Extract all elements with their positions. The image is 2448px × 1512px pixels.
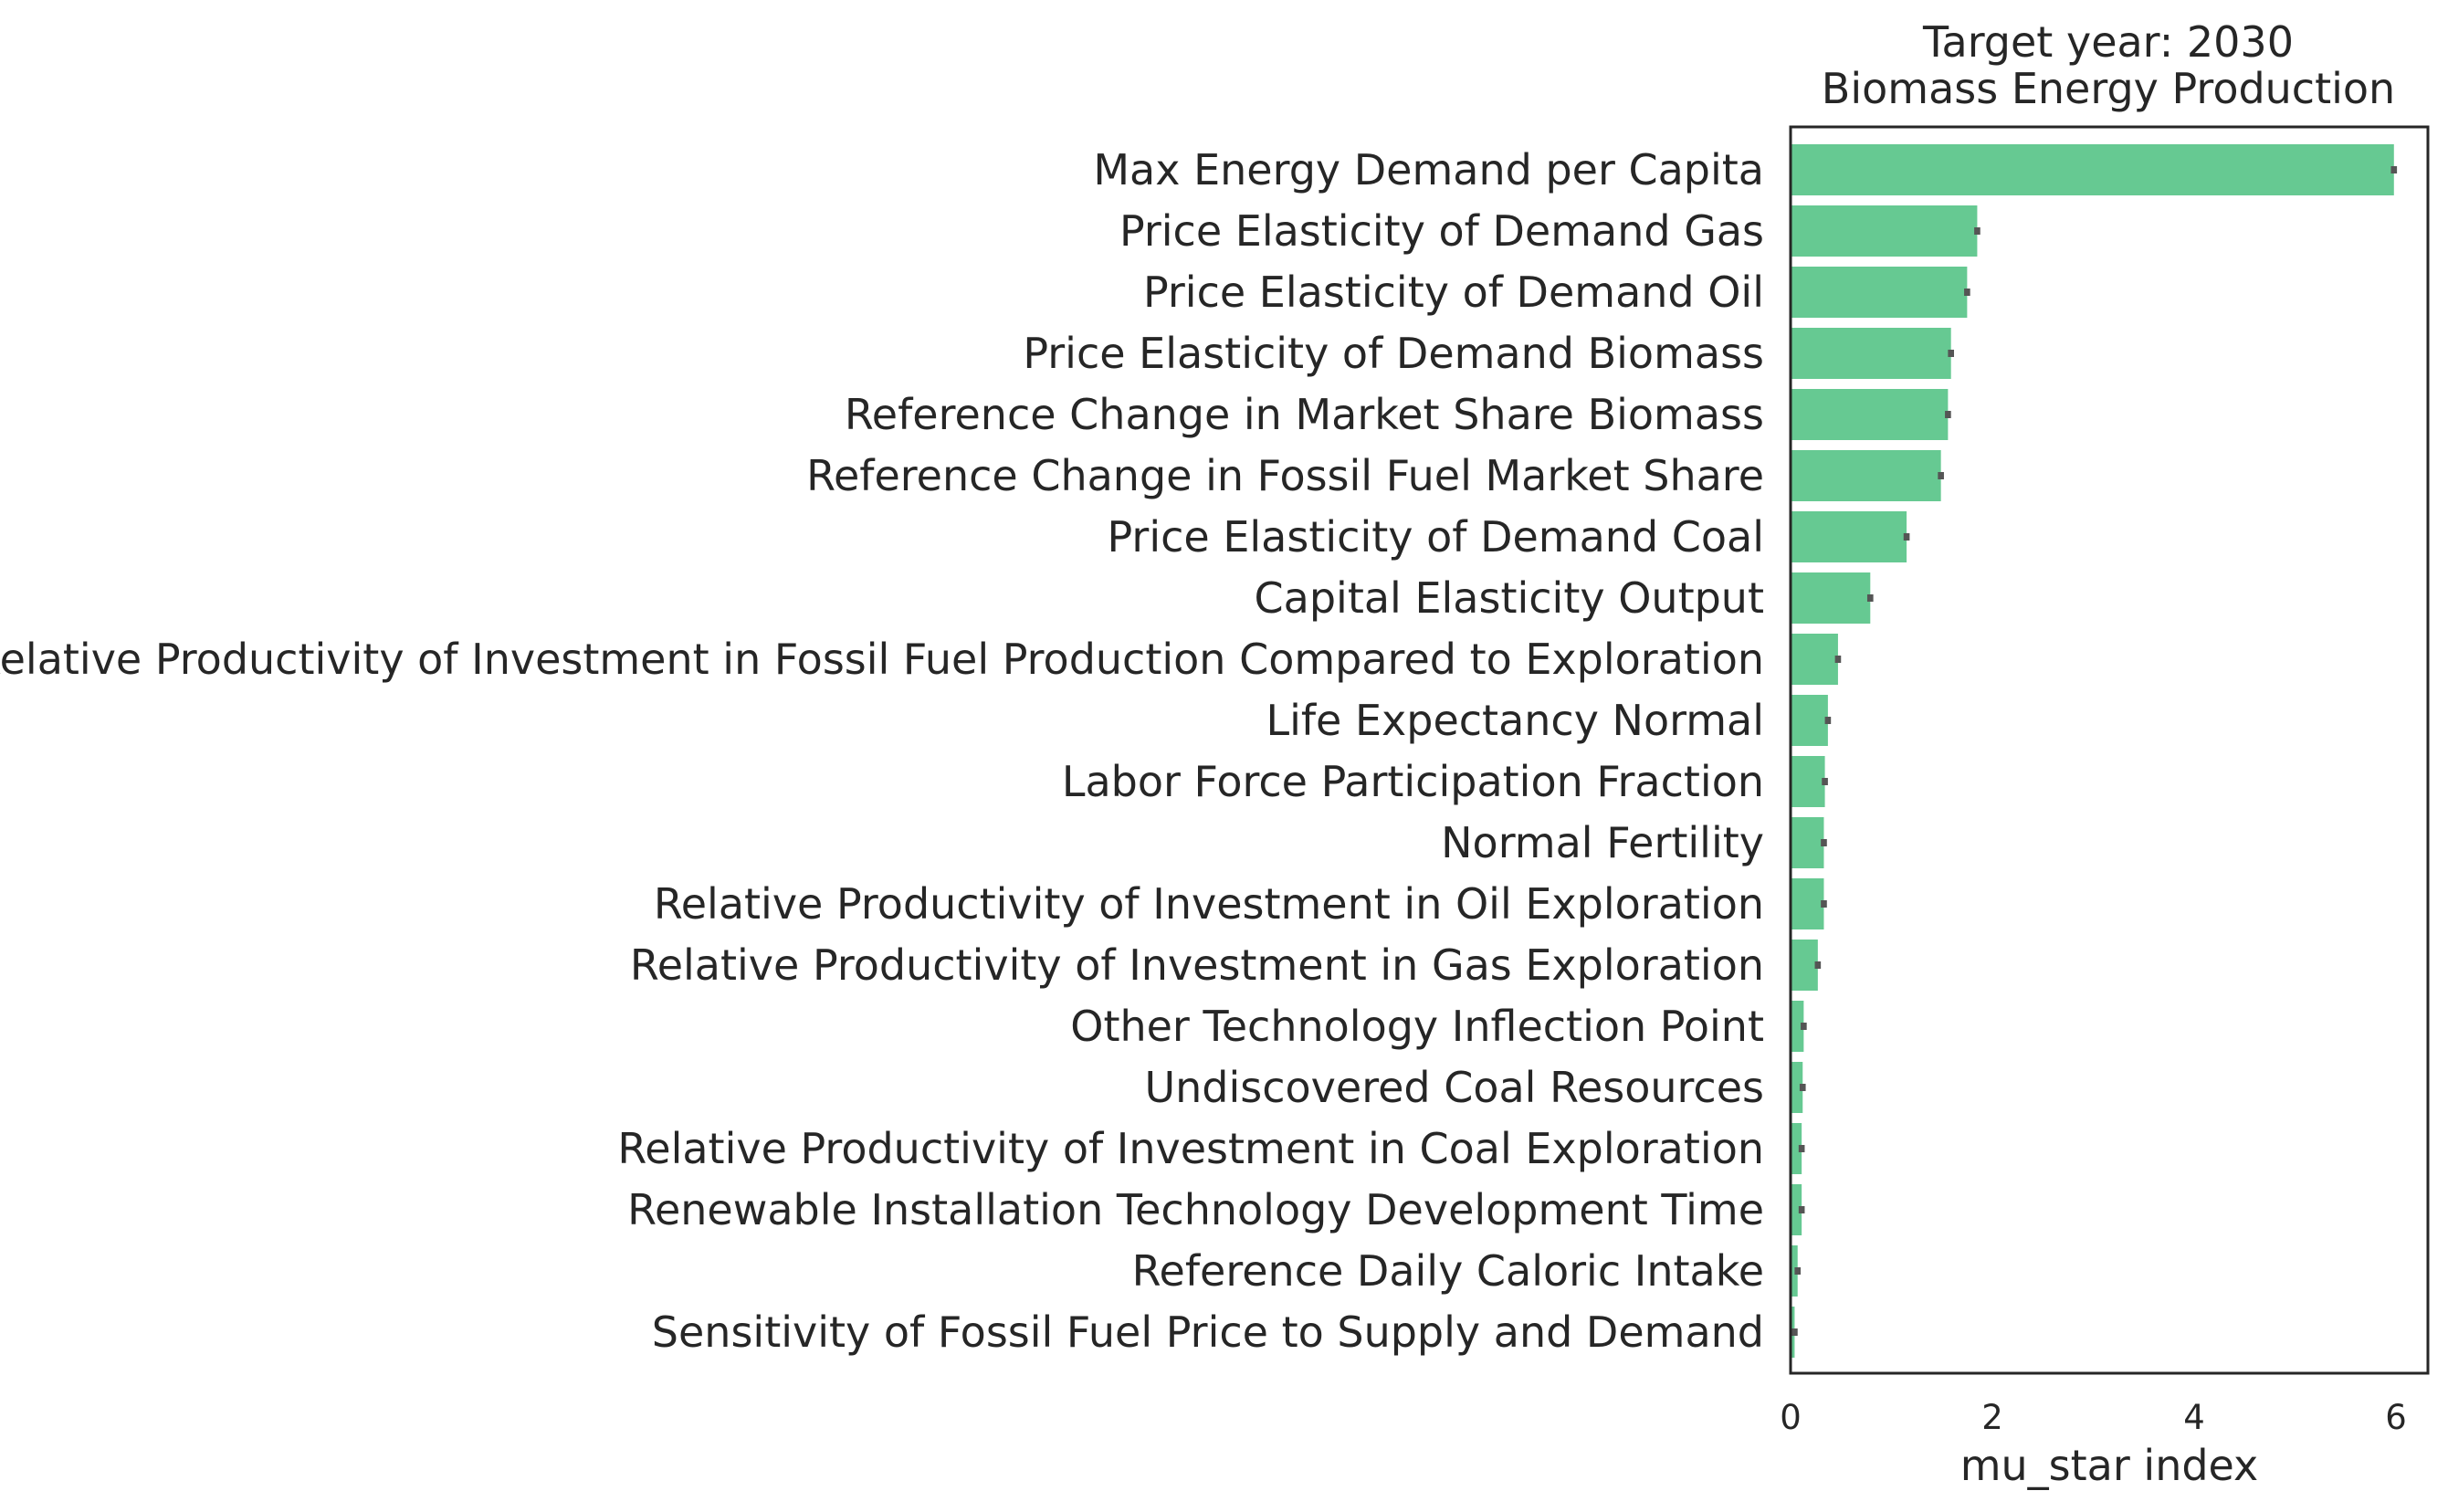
category-label-13: Relative Productivity of Investment in G… [630, 940, 1764, 990]
bar-4 [1791, 389, 1949, 440]
plot-frame [1789, 125, 2430, 1375]
category-label-3: Price Elasticity of Demand Biomass [1023, 329, 1764, 378]
category-label-10: Labor Force Participation Fraction [1062, 757, 1764, 806]
category-label-6: Price Elasticity of Demand Coal [1108, 512, 1765, 562]
category-label-15: Undiscovered Coal Resources [1144, 1063, 1764, 1112]
category-label-2: Price Elasticity of Demand Oil [1143, 268, 1764, 317]
category-label-18: Reference Daily Caloric Intake [1132, 1246, 1764, 1296]
bar-5 [1791, 450, 1941, 501]
category-label-0: Max Energy Demand per Capita [1093, 145, 1764, 194]
x-tick-label-0: 0 [1780, 1398, 1802, 1437]
bar-7 [1791, 572, 1871, 624]
category-label-8: Relative Productivity of Investment in F… [0, 635, 1764, 684]
bar-18 [1791, 1245, 1798, 1297]
bar-6 [1791, 511, 1907, 562]
chart-title-line2: Biomass Energy Production [1822, 64, 2395, 113]
category-label-7: Capital Elasticity Output [1255, 573, 1764, 623]
bar-12 [1791, 878, 1824, 929]
x-tick-label-1: 2 [1981, 1398, 2003, 1437]
bar-3 [1791, 328, 1951, 379]
bar-15 [1791, 1062, 1803, 1113]
category-label-14: Other Technology Inflection Point [1070, 1002, 1764, 1051]
bar-14 [1791, 1001, 1804, 1052]
x-tick-label-3: 6 [2385, 1398, 2407, 1437]
x-tick-label-2: 4 [2183, 1398, 2205, 1437]
category-label-12: Relative Productivity of Investment in O… [654, 879, 1764, 929]
bar-16 [1791, 1123, 1802, 1174]
category-label-9: Life Expectancy Normal [1266, 696, 1764, 745]
category-label-19: Sensitivity of Fossil Fuel Price to Supp… [652, 1307, 1764, 1357]
bar-2 [1791, 267, 1968, 318]
bars-layer [1791, 144, 2398, 1358]
bar-9 [1791, 695, 1828, 746]
category-label-17: Renewable Installation Technology Develo… [627, 1185, 1764, 1234]
chart-title-line1: Target year: 2030 [1922, 17, 2294, 67]
category-labels: Max Energy Demand per Capita Price Elasti… [0, 145, 1764, 1357]
category-label-1: Price Elasticity of Demand Gas [1119, 206, 1764, 256]
x-axis-ticks: 0 2 4 6 [1780, 1398, 2407, 1437]
category-label-11: Normal Fertility [1441, 818, 1764, 867]
bar-8 [1791, 634, 1838, 685]
category-label-16: Relative Productivity of Investment in C… [617, 1124, 1764, 1173]
bar-10 [1791, 756, 1825, 807]
category-label-5: Reference Change in Fossil Fuel Market S… [806, 451, 1764, 500]
bar-13 [1791, 940, 1818, 991]
bar-11 [1791, 817, 1824, 868]
bar-0 [1791, 144, 2394, 195]
category-label-4: Reference Change in Market Share Biomass [845, 390, 1764, 439]
x-axis-label: mu_star index [1960, 1441, 2259, 1490]
bar-1 [1791, 205, 1978, 257]
bar-17 [1791, 1184, 1802, 1235]
